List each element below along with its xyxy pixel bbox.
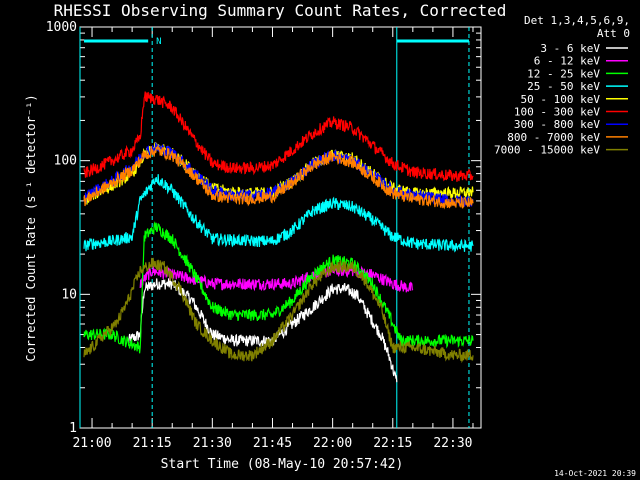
legend-label-8: 7000 - 15000 keV (494, 144, 600, 157)
series-line-8 (83, 257, 474, 364)
y-tick-label: 1 (69, 421, 77, 436)
x-tick-label: 22:30 (433, 436, 472, 451)
legend-label-4: 50 - 100 keV (521, 93, 601, 106)
legend-header-line-2: Att 0 (597, 27, 630, 40)
flag-label: N (156, 37, 161, 47)
x-tick-label: 21:30 (193, 436, 232, 451)
series-line-2 (83, 221, 474, 354)
series-line-1 (139, 264, 414, 293)
legend-header-line-1: Det 1,3,4,5,6,9, (524, 14, 630, 27)
legend-label-5: 100 - 300 keV (514, 106, 600, 119)
y-tick-label: 1000 (46, 20, 77, 35)
y-tick-label: 100 (54, 154, 77, 169)
legend-label-1: 6 - 12 keV (534, 55, 601, 68)
series-line-3 (83, 174, 474, 253)
x-tick-label: 21:45 (253, 436, 292, 451)
legend-label-2: 12 - 25 keV (527, 67, 600, 80)
y-axis-label: Corrected Count Rate (s⁻¹ detector⁻¹) (24, 94, 38, 361)
x-axis-label: Start Time (08-May-10 20:57:42) (161, 457, 404, 472)
plot-layer: 1 10 100 1000 21:00 21:15 21:30 21:45 22:00 22:15… (46, 20, 482, 451)
x-tick-label: 21:00 (72, 436, 111, 451)
legend-label-7: 800 - 7000 keV (507, 131, 600, 144)
chart-title: RHESSI Observing Summary Count Rates, Co… (54, 1, 507, 20)
legend-label-3: 25 - 50 keV (527, 80, 600, 93)
legend-label-6: 300 - 800 keV (514, 118, 600, 131)
legend-label-0: 3 - 6 keV (540, 42, 600, 55)
x-tick-label: 21:15 (133, 436, 172, 451)
y-tick-label: 10 (61, 287, 77, 302)
plot-frame (79, 26, 482, 429)
series-line-5 (83, 91, 474, 182)
footer-timestamp: 14-Oct-2021 20:39 (554, 469, 636, 478)
x-tick-label: 22:00 (313, 436, 352, 451)
series-line-7 (83, 144, 474, 210)
x-tick-label: 22:15 (373, 436, 412, 451)
series-line-0 (127, 278, 398, 383)
